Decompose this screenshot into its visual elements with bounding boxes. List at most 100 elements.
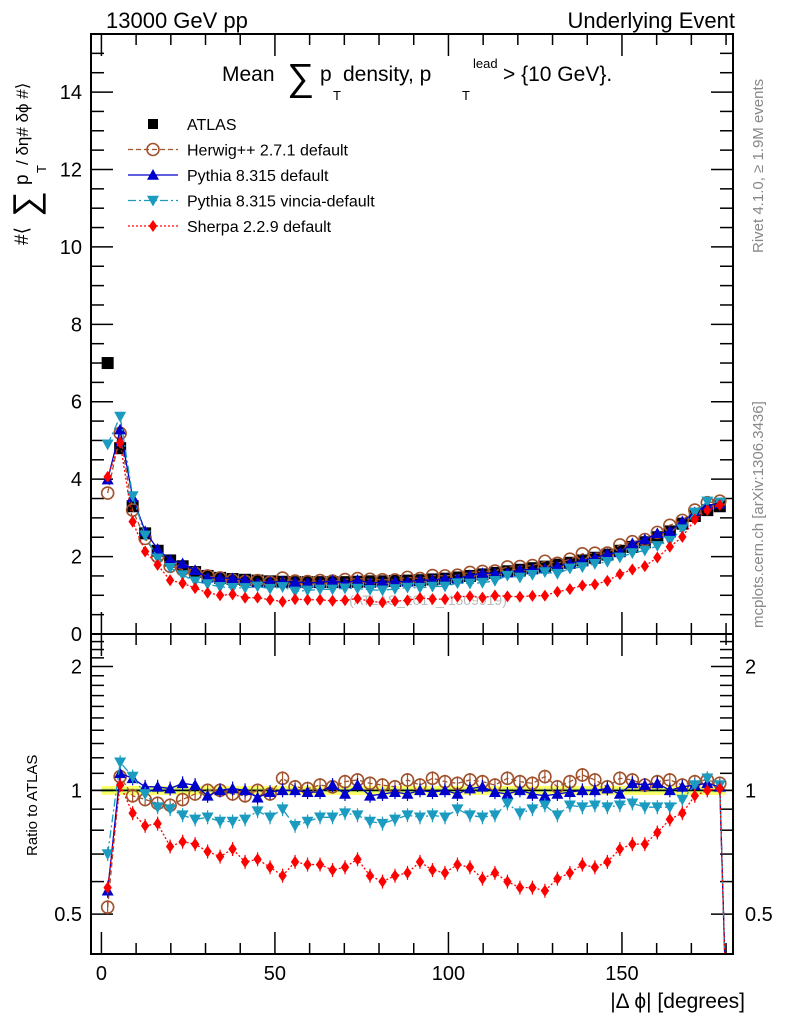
legend-label: Pythia 8.315 vincia-default [187,194,375,211]
ratio-point [601,782,614,794]
title-sub: T [333,88,341,103]
data-point [226,572,239,584]
data-point [240,591,250,604]
ratio-point [125,788,140,803]
data-point [114,411,127,423]
legend-marker [148,119,158,129]
ratio-point [501,787,514,799]
ratio-point [651,802,664,814]
data-point [515,590,525,603]
ratio-point [626,777,639,789]
data-point [303,593,312,606]
ratio-frame [90,633,734,955]
series-pythia-8-315-default [101,423,726,588]
ratio-point [265,861,275,874]
data-point [176,570,189,582]
data-point [114,423,127,435]
ratio-point [326,812,339,824]
ratio-point [615,843,625,856]
ratio-point [139,789,152,800]
data-point [540,589,550,602]
data-point [676,515,689,527]
data-point [201,579,214,591]
ratio-point [251,791,264,803]
ratio-point [203,845,212,858]
ratio-point [576,784,589,796]
ratio-point [314,786,327,797]
ratio-point [501,798,514,810]
data-point [428,593,437,606]
data-point [440,593,450,606]
data-point [526,569,539,581]
ratio-point [114,757,127,769]
data-point [340,594,350,607]
ratio-point [178,835,187,848]
ratio-point [628,838,637,851]
data-point [490,589,500,602]
data-point [476,567,489,578]
data-point [401,582,414,594]
ratio-series-herwig-2-7-1-default [100,767,727,955]
ratio-point [114,767,127,779]
legend-marker [148,220,158,232]
data-point [178,577,187,590]
ratio-point [578,858,587,871]
data-point [100,486,115,500]
data-point [628,563,637,576]
ratio-point [538,769,552,784]
data-point [553,585,562,598]
data-point [214,582,227,593]
ratio-point [638,802,651,814]
ratio-point [551,810,564,822]
y-tick-label: 2 [71,547,82,569]
ratio-point [638,779,651,790]
ratio-point [488,810,501,822]
data-point [463,569,476,581]
ratio-point [153,817,162,830]
data-point [451,578,464,590]
ratio-point [513,784,526,796]
data-point [638,533,651,545]
ratio-point [653,826,662,839]
ratio-point [413,784,426,796]
ratio-point [226,782,239,794]
data-point [703,504,712,517]
ratio-point [364,816,377,828]
ratio-point [465,861,475,874]
data-point [603,574,612,587]
ratio-point [239,784,252,796]
data-point [638,545,651,557]
ratio-point [551,787,564,799]
ratio-point [663,784,676,796]
legend-item: Pythia 8.315 default [128,168,329,185]
ratio-point [576,802,589,814]
data-point [276,582,289,593]
ratio-point [189,814,202,826]
data-point [290,593,300,606]
data-point [314,584,327,596]
data-point [351,574,364,585]
plot-title: Mean ∑ p T density, p lead T > {10 GeV}. [222,56,612,103]
ratio-point [626,798,639,810]
ratio-point [528,881,537,894]
data-point [239,583,252,594]
data-point [153,558,162,571]
data-point [501,570,514,582]
data-point [190,582,200,595]
ratio-point [276,784,289,796]
data-point [151,553,164,565]
ratio-point [575,768,590,782]
ratio-y-tick-label: 0.5 [54,904,82,926]
legend-item: Pythia 8.315 vincia-default [128,194,375,211]
ratio-point [500,771,515,786]
ratio-point [426,810,439,822]
ratio-point [478,872,487,885]
ratio-point [101,849,114,861]
ratio-point [353,853,362,866]
title-post: > {10 GeV}. [503,63,612,86]
ratio-point [215,850,225,863]
ratio-point [214,816,227,828]
ratio-point [351,779,364,790]
